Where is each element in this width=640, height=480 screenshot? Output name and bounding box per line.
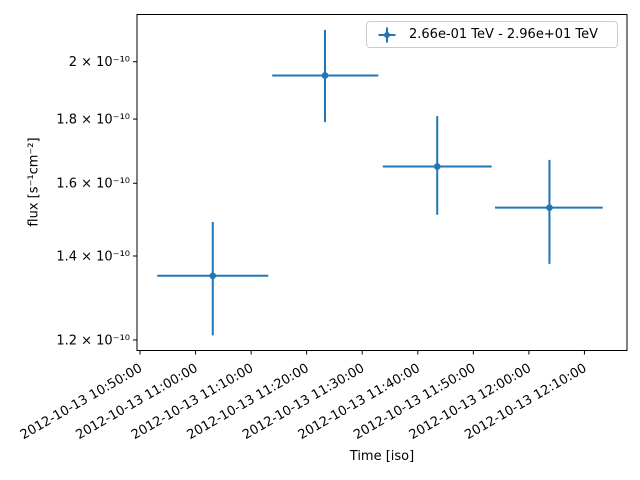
legend: 2.66e-01 TeV - 2.96e+01 TeV xyxy=(366,21,618,48)
axes-spines xyxy=(136,14,628,351)
data-point-marker xyxy=(546,204,553,211)
y-axis-label: flux [s⁻¹cm⁻²] xyxy=(26,137,42,227)
data-point-marker xyxy=(433,163,441,170)
y-tick-label: 1.6 × 10⁻¹⁰ xyxy=(56,177,130,192)
y-tick-label: 1.8 × 10⁻¹⁰ xyxy=(56,113,130,128)
data-point-marker xyxy=(321,72,329,79)
errorbar-marker-icon xyxy=(378,27,396,42)
data-point-marker xyxy=(209,272,217,280)
legend-label: 2.66e-01 TeV - 2.96e+01 TeV xyxy=(409,27,599,42)
x-axis-label: Time [iso] xyxy=(349,449,415,464)
y-tick-label: 1.2 × 10⁻¹⁰ xyxy=(56,333,130,348)
y-tick-label: 1.4 × 10⁻¹⁰ xyxy=(56,249,130,264)
y-tick-label: 2 × 10⁻¹⁰ xyxy=(69,55,130,70)
